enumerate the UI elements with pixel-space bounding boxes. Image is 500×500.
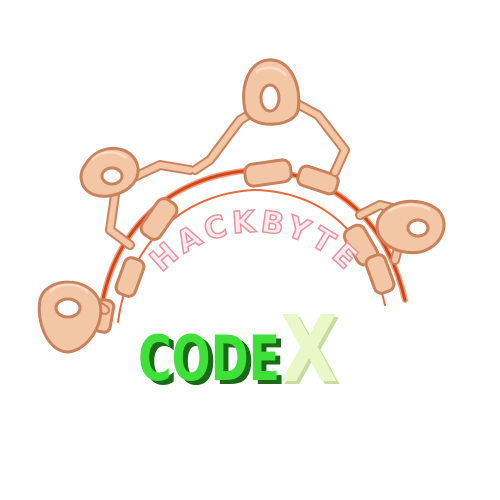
chain-link-3	[243, 158, 293, 188]
codex-wordmark: CODE CODE X X	[138, 296, 341, 406]
ring-node-bottom-left	[37, 280, 103, 354]
ring-node-left	[79, 147, 140, 198]
ring-node-right	[375, 199, 446, 255]
chain-links	[92, 158, 396, 334]
x-text-shadow: X	[283, 299, 341, 406]
chain-link-4	[296, 164, 340, 196]
ring-node-top	[242, 58, 301, 126]
code-text-shadow: CODE	[143, 326, 285, 399]
code-text: CODE	[138, 322, 280, 395]
node-highlights	[49, 66, 431, 293]
ring-nodes	[37, 58, 446, 354]
chain-link-2	[114, 256, 146, 298]
x-text: X	[280, 296, 338, 403]
chain-link-6	[364, 253, 396, 295]
chain-link-1	[139, 197, 179, 241]
